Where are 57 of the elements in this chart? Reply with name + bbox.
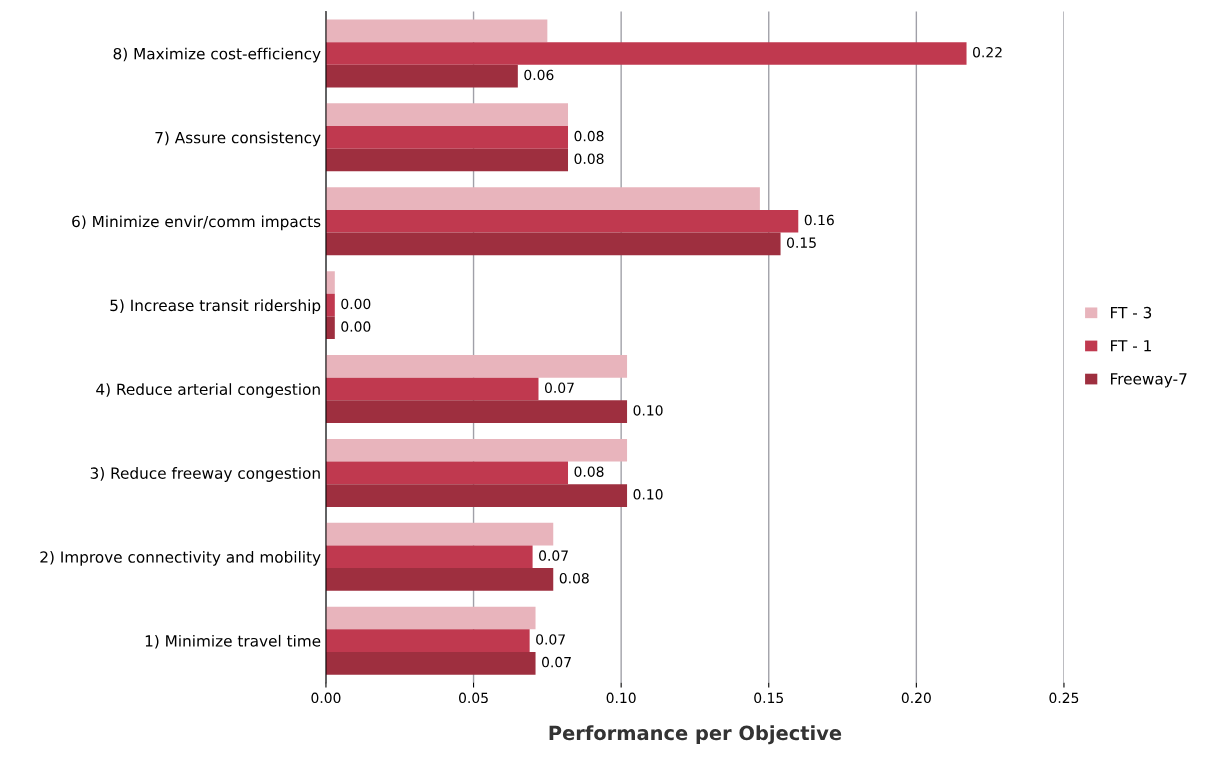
bar bbox=[325, 64, 518, 88]
bar bbox=[325, 271, 335, 294]
bar bbox=[325, 187, 760, 210]
x-tick-label: 0.00 bbox=[311, 692, 341, 704]
bar bbox=[325, 148, 569, 172]
legend-label: Freeway-7 bbox=[1111, 373, 1187, 388]
data-label: 0.07 bbox=[539, 550, 568, 561]
data-label: 0.08 bbox=[574, 153, 604, 165]
legend-label: FT - 1 bbox=[1111, 340, 1151, 352]
bar bbox=[325, 400, 628, 423]
bar bbox=[325, 438, 628, 462]
y-tick-label: 5) Increase transit ridership bbox=[110, 299, 321, 315]
x-tick-label: 0.15 bbox=[754, 692, 783, 704]
data-label: 0.06 bbox=[524, 69, 554, 81]
bar bbox=[325, 42, 967, 65]
bar bbox=[325, 568, 554, 591]
data-label: 0.07 bbox=[544, 382, 574, 394]
y-tick-label: 7) Assure consistency bbox=[155, 131, 321, 147]
bar bbox=[325, 545, 533, 569]
x-axis-title: Performance per Objective bbox=[549, 725, 842, 745]
bar bbox=[325, 316, 335, 340]
legend-label: FT - 3 bbox=[1111, 306, 1152, 319]
bar bbox=[325, 461, 569, 485]
y-tick-label: 8) Maximize cost-efficiency bbox=[113, 47, 321, 63]
data-label: 0.08 bbox=[574, 466, 604, 477]
bar bbox=[325, 19, 548, 43]
data-label: 0.10 bbox=[633, 405, 663, 416]
y-tick-label: 3) Reduce freeway congestion bbox=[90, 467, 320, 482]
data-label: 0.00 bbox=[341, 321, 371, 332]
bar bbox=[325, 355, 628, 378]
x-tick-label: 0.10 bbox=[606, 692, 636, 704]
y-tick-label: 6) Minimize envir/comm impacts bbox=[72, 215, 321, 231]
bar bbox=[325, 484, 628, 507]
y-tick-label: 1) Minimize travel time bbox=[145, 634, 321, 649]
data-label: 0.07 bbox=[536, 634, 565, 645]
bar bbox=[325, 209, 799, 233]
y-tick-label: 4) Reduce arterial congestion bbox=[96, 383, 320, 398]
bar bbox=[325, 522, 554, 546]
data-label: 0.15 bbox=[787, 237, 816, 248]
y-tick-label: 2) Improve connectivity and mobility bbox=[40, 550, 321, 566]
bar bbox=[325, 103, 569, 127]
bar bbox=[325, 629, 530, 653]
bar bbox=[325, 606, 536, 630]
bar bbox=[325, 232, 781, 256]
bar bbox=[325, 126, 569, 149]
bar bbox=[325, 652, 536, 675]
data-label: 0.08 bbox=[559, 572, 589, 584]
data-label: 0.08 bbox=[574, 130, 604, 142]
data-label: 0.22 bbox=[973, 46, 1002, 58]
data-label: 0.07 bbox=[542, 656, 571, 668]
bar bbox=[325, 377, 539, 401]
data-label: 0.16 bbox=[804, 214, 834, 226]
data-label: 0.10 bbox=[633, 489, 663, 500]
data-label: 0.00 bbox=[341, 298, 371, 310]
x-tick-label: 0.05 bbox=[459, 692, 488, 704]
x-tick-label: 0.25 bbox=[1049, 692, 1079, 704]
x-tick-label: 0.20 bbox=[901, 692, 931, 704]
